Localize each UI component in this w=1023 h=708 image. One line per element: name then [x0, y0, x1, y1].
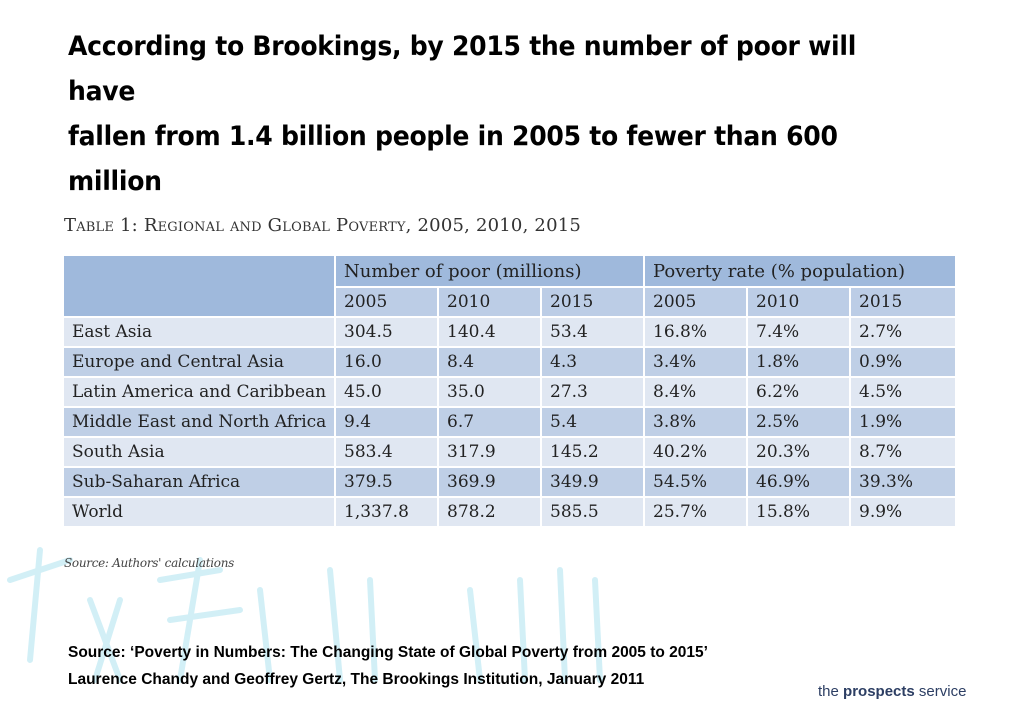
region-cell: World [62, 496, 336, 528]
value-cell: 3.4% [643, 346, 748, 378]
region-cell: South Asia [62, 436, 336, 468]
table-row: Sub-Saharan Africa 379.5 369.9 349.9 54.5% 46… [62, 466, 958, 498]
value-cell: 585.5 [540, 496, 645, 528]
headline-line-1: According to Brookings, by 2015 the numb… [68, 31, 857, 107]
value-cell: 3.8% [643, 406, 748, 438]
table-caption: Table 1: Regional and Global Poverty, 20… [64, 215, 582, 236]
value-cell: 27.3 [540, 376, 645, 408]
value-cell: 16.8% [643, 316, 748, 348]
value-cell: 140.4 [437, 316, 542, 348]
value-cell: 369.9 [437, 466, 542, 498]
value-cell: 6.7 [437, 406, 542, 438]
value-cell: 7.4% [746, 316, 851, 348]
value-cell: 8.7% [848, 436, 958, 468]
value-cell: 583.4 [334, 436, 439, 468]
value-cell: 4.5% [848, 376, 958, 408]
value-cell: 304.5 [334, 316, 439, 348]
table-row: Latin America and Caribbean 45.0 35.0 27.3 8… [62, 376, 958, 408]
value-cell: 54.5% [643, 466, 748, 498]
value-cell: 25.7% [643, 496, 748, 528]
value-cell: 9.9% [848, 496, 958, 528]
value-cell: 145.2 [540, 436, 645, 468]
table-source-note: Source: Authors' calculations [64, 556, 234, 570]
value-cell: 1.8% [746, 346, 851, 378]
region-cell: Middle East and North Africa [62, 406, 336, 438]
year-header-cell: 2015 [848, 286, 958, 318]
year-header-cell: 2015 [540, 286, 645, 318]
value-cell: 16.0 [334, 346, 439, 378]
value-cell: 379.5 [334, 466, 439, 498]
value-cell: 1,337.8 [334, 496, 439, 528]
headline-line-3: million [68, 166, 162, 197]
logo-suffix: service [918, 683, 967, 700]
background-decoration [7, 547, 603, 683]
value-cell: 8.4 [437, 346, 542, 378]
value-cell: 2.7% [848, 316, 958, 348]
value-cell: 20.3% [746, 436, 851, 468]
value-cell: 878.2 [437, 496, 542, 528]
value-cell: 35.0 [437, 376, 542, 408]
table-row: Europe and Central Asia 16.0 8.4 4.3 3.4% 1.8… [62, 346, 958, 378]
value-cell: 2.5% [746, 406, 851, 438]
region-cell: Sub-Saharan Africa [62, 466, 336, 498]
region-cell: Latin America and Caribbean [62, 376, 336, 408]
table-row: Middle East and North Africa 9.4 6.7 5.4 3.8… [62, 406, 958, 438]
year-header-cell: 2010 [746, 286, 851, 318]
value-cell: 53.4 [540, 316, 645, 348]
value-cell: 15.8% [746, 496, 851, 528]
group-header-poverty-rate: Poverty rate (% population) [642, 254, 958, 288]
table-corner-cell [62, 254, 336, 318]
group-header-number-of-poor: Number of poor (millions) [334, 254, 645, 288]
value-cell: 9.4 [334, 406, 439, 438]
poverty-table: Number of poor (millions) Poverty rate (… [62, 254, 958, 528]
value-cell: 5.4 [540, 406, 645, 438]
value-cell: 1.9% [848, 406, 958, 438]
region-cell: Europe and Central Asia [62, 346, 336, 378]
value-cell: 6.2% [746, 376, 851, 408]
headline-line-2: fallen from 1.4 billion people in 2005 t… [68, 121, 838, 152]
year-header-cell: 2005 [334, 286, 439, 318]
table-row: World 1,337.8 878.2 585.5 25.7% 15.8% 9.9% [62, 496, 958, 528]
year-header-cell: 2010 [437, 286, 542, 318]
table-row: East Asia 304.5 140.4 53.4 16.8% 7.4% 2.7% [62, 316, 958, 348]
value-cell: 0.9% [848, 346, 958, 378]
value-cell: 317.9 [437, 436, 542, 468]
value-cell: 39.3% [848, 466, 958, 498]
prospects-logo: the prospects service [818, 683, 966, 700]
table-year-header-row: 2005 2010 2015 2005 2010 2015 [63, 286, 958, 318]
logo-prefix: the [818, 683, 839, 700]
citation-line-1: Source: ‘Poverty in Numbers: The Changin… [68, 644, 708, 661]
value-cell: 4.3 [540, 346, 645, 378]
year-header-cell: 2005 [643, 286, 748, 318]
citation-line-2: Laurence Chandy and Geoffrey Gertz, The … [68, 671, 645, 688]
value-cell: 349.9 [540, 466, 645, 498]
citation: Source: ‘Poverty in Numbers: The Changin… [68, 639, 708, 693]
value-cell: 46.9% [746, 466, 851, 498]
table-body: East Asia 304.5 140.4 53.4 16.8% 7.4% 2.7% Euro… [62, 316, 958, 528]
table-group-header-row: Number of poor (millions) Poverty rate (… [62, 254, 958, 318]
region-cell: East Asia [62, 316, 336, 348]
headline: According to Brookings, by 2015 the numb… [68, 24, 905, 204]
value-cell: 40.2% [643, 436, 748, 468]
logo-bold: prospects [843, 683, 915, 700]
value-cell: 8.4% [643, 376, 748, 408]
value-cell: 45.0 [334, 376, 439, 408]
table-row: South Asia 583.4 317.9 145.2 40.2% 20.3% 8.7% [62, 436, 958, 468]
